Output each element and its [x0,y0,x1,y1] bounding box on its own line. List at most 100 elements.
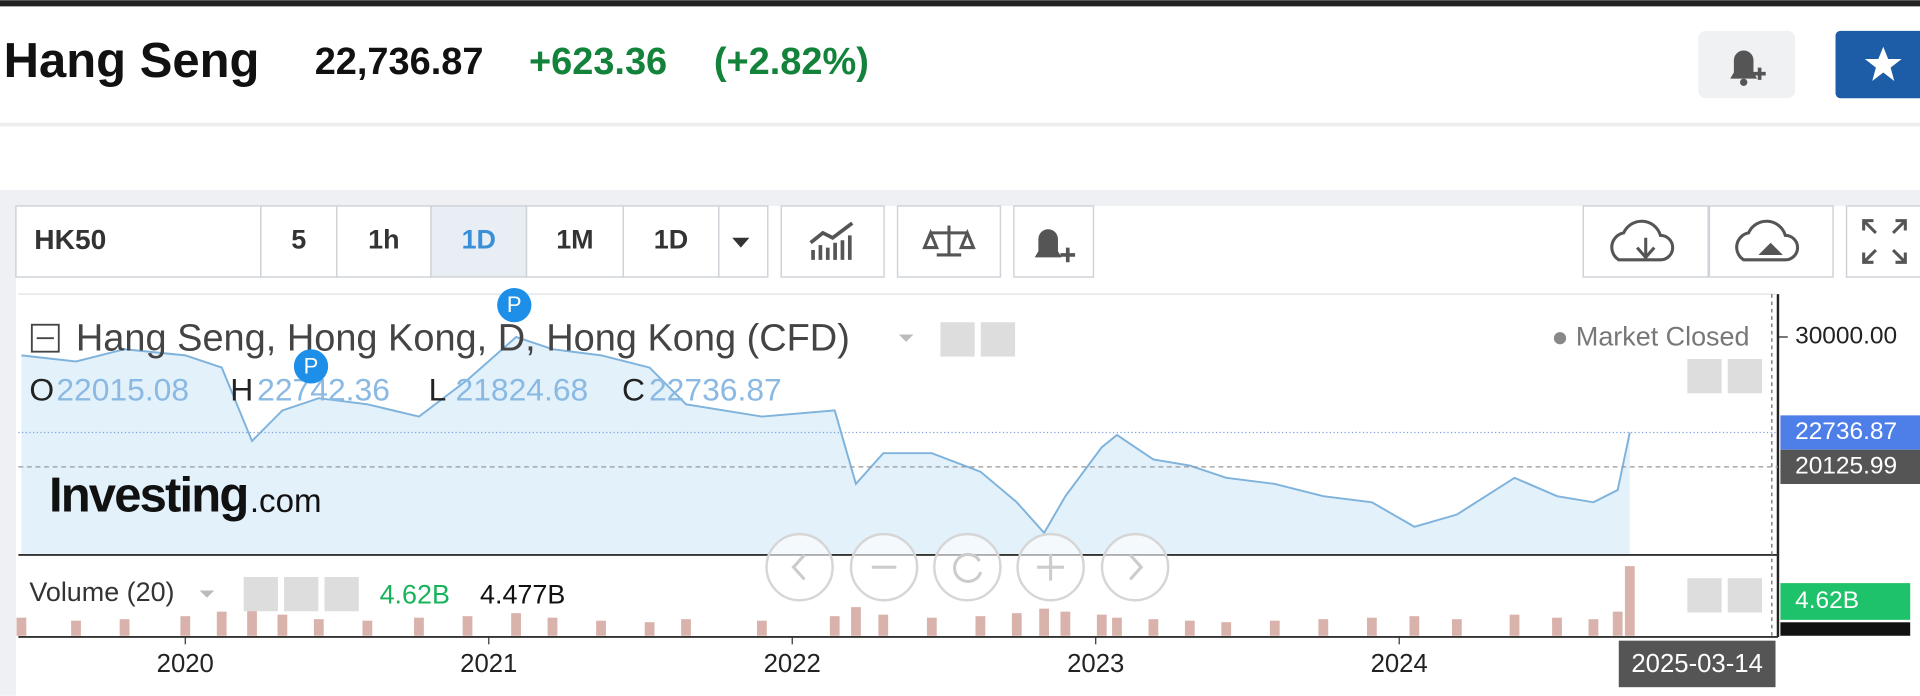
prev-close-badge [1780,449,1920,484]
nav-icons [791,553,1144,581]
x-tick-label: 2023 [1067,650,1124,678]
brand-logo: Investing [49,469,247,523]
volume-scroll [1727,578,1763,613]
header-shadow [0,122,1920,127]
download-button[interactable] [1582,205,1709,278]
x-tick-label: 2020 [157,650,214,678]
volume-bar [16,617,27,636]
brand-suffix: .com [250,483,322,520]
ohlc-value: 22736.87 [649,371,782,407]
volume-bar [975,616,986,636]
volume-title: Volume (20) [29,577,174,607]
ohlc-letter: L [429,371,447,407]
nav-button[interactable] [1100,532,1170,602]
event-marker [497,288,532,323]
volume-bar [1588,619,1599,636]
market-status: Market Closed [1576,321,1750,351]
volume-bar [1184,620,1195,636]
volume-bar [119,619,130,636]
volume-bar [1509,614,1520,636]
alert-button[interactable] [1698,30,1796,99]
top-bar [0,0,1920,7]
volume-ma: 4.477B [480,580,565,610]
x-tick-label: 2021 [460,650,517,678]
volume-bar [1039,608,1050,636]
volume-bar [1366,617,1377,636]
chart-title: Hang Seng, Hong Kong, D, Hong Kong (CFD) [76,318,850,360]
volume-bar [596,620,606,636]
volume-bar [829,616,840,636]
interval-label: 1h [368,225,399,255]
watchlist-button[interactable] [1835,30,1920,99]
fullscreen-button[interactable] [1845,205,1920,278]
ohlc-value: 21824.68 [456,371,589,407]
header-price: 22,736.87 [315,41,484,83]
volume-icon [284,576,319,612]
visibility-icon [940,322,975,357]
last-price-label: 22736.87 [1795,418,1897,445]
volume-bar [180,616,191,636]
symbol-box[interactable] [15,205,262,278]
volume-scroll [1687,578,1722,613]
volume-bar [1624,566,1635,636]
volume-bar [681,619,691,636]
header-change: +623.36 [529,41,667,83]
volume-bar [1552,617,1562,636]
volume-ma-badge [1780,622,1911,636]
ohlc-letter: H [230,371,253,407]
volume-bar [547,617,558,636]
volume-bar [878,614,889,636]
event-marker-letter: P [304,353,319,378]
volume-bar [362,620,373,636]
ohlc-value: 22015.08 [56,371,189,407]
volume-bar [1451,619,1462,636]
ohlc-letter: C [622,371,645,407]
interval-label: 1M [556,225,593,255]
volume-bar [1112,617,1122,636]
volume-last: 4.62B [380,580,450,610]
volume-dropdown [199,590,215,598]
volume-bar [1612,611,1623,636]
scroll-up [1727,359,1763,394]
toolbar: HK50 [15,205,1920,278]
volume-icon [243,576,278,612]
interval-label: 5 [291,225,306,255]
symbol: HK50 [34,224,106,255]
volume-bar [644,622,655,636]
event-marker-letter: P [507,292,522,317]
interval-button[interactable] [336,205,432,278]
ohlc-letter: O [29,371,54,407]
volume-bar [1060,611,1071,636]
nav-button[interactable] [765,532,834,602]
nav-button[interactable] [933,532,1002,602]
x-tick-label: 2024 [1371,650,1428,678]
interval-button[interactable] [430,205,528,278]
volume-bar [71,620,81,636]
prev-close-label: 20125.99 [1795,452,1897,479]
interval-button[interactable] [622,205,720,278]
settings-icon [980,322,1016,357]
x-tick-label: 2022 [764,650,821,678]
volume-bar [926,617,937,636]
volume-bar [511,613,521,636]
title-dropdown [898,334,914,342]
volume-bar [216,611,227,636]
last-price-badge [1780,415,1920,450]
header-title: Hang Seng [4,34,260,88]
volume-bar [414,617,424,636]
volume-badge-label: 4.62B [1795,587,1859,614]
interval-button[interactable] [260,205,338,278]
event-marker [293,349,329,384]
volume-bar [756,620,767,636]
volume-icon [324,576,359,612]
volume-bar [247,602,257,636]
volume-bar [1011,613,1022,636]
volume-bar [313,619,324,636]
nav-reset-icon [953,552,983,583]
scroll-down [1687,359,1722,394]
interval-button[interactable] [525,205,624,278]
indicators-button[interactable] [780,205,885,278]
status-dot [1553,332,1567,345]
